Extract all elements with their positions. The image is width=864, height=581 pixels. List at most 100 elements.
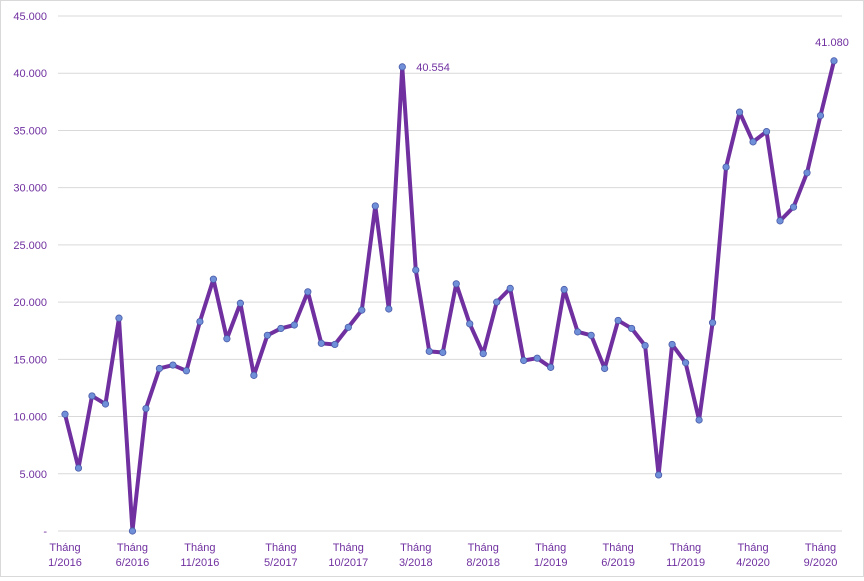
data-point xyxy=(182,367,191,375)
data-point xyxy=(735,108,744,116)
x-tick-label: Tháng 9/2020 xyxy=(804,542,838,569)
x-tick-label-line1: Tháng xyxy=(603,542,634,554)
data-point xyxy=(101,400,110,408)
data-point xyxy=(74,464,83,472)
x-tick-label-line2: 3/2018 xyxy=(399,557,433,569)
x-tick-label-line2: 1/2019 xyxy=(534,557,568,569)
gridlines xyxy=(58,15,842,532)
x-tick-label: Tháng 6/2019 xyxy=(601,542,635,569)
series-markers xyxy=(61,57,838,535)
x-tick-label-line2: 6/2019 xyxy=(601,557,635,569)
y-tick-label: 10.000 xyxy=(13,412,47,424)
data-point xyxy=(344,323,352,331)
x-tick-label-line1: Tháng xyxy=(535,542,566,554)
data-point xyxy=(695,416,703,424)
x-tick-label-line2: 5/2017 xyxy=(264,557,298,569)
data-point xyxy=(520,356,528,365)
data-point xyxy=(587,331,595,339)
x-tick-label-line1: Tháng xyxy=(468,542,499,554)
x-tick-label: Tháng 11/2019 xyxy=(666,542,705,569)
x-tick-label-line2: 9/2020 xyxy=(804,557,838,569)
data-point xyxy=(142,404,150,413)
data-point xyxy=(749,138,757,146)
series-line xyxy=(63,58,836,533)
x-tick-label: Tháng 10/2017 xyxy=(328,542,368,569)
data-point xyxy=(250,371,258,379)
x-tick-label-line1: Tháng xyxy=(117,542,148,554)
x-tick-label: Tháng 4/2020 xyxy=(736,542,770,569)
data-point xyxy=(830,57,838,65)
data-point xyxy=(776,217,784,225)
data-point xyxy=(277,324,285,333)
x-tick-label: Tháng 11/2016 xyxy=(180,542,219,569)
data-point xyxy=(155,364,164,373)
y-tick-label: 35.000 xyxy=(13,125,47,137)
x-tick-label: Tháng 1/2016 xyxy=(48,542,82,569)
x-tick-label-line2: 10/2017 xyxy=(328,557,368,569)
x-tick-label-line1: Tháng xyxy=(400,542,431,554)
data-point xyxy=(358,306,366,314)
data-point xyxy=(655,471,663,479)
data-point xyxy=(169,361,177,369)
x-tick-label: Tháng 8/2018 xyxy=(466,542,500,569)
data-point xyxy=(236,299,244,307)
data-point xyxy=(223,335,231,343)
x-tick-label-line1: Tháng xyxy=(670,542,701,554)
data-point xyxy=(466,320,474,328)
data-point xyxy=(425,347,433,355)
data-point xyxy=(789,203,798,211)
data-labels: 40.554 41.080 xyxy=(416,37,849,74)
y-tick-label: 45.000 xyxy=(13,11,47,23)
x-tick-label-line1: Tháng xyxy=(184,542,215,554)
x-tick-label-line1: Tháng xyxy=(805,542,836,554)
data-point xyxy=(574,328,582,336)
data-point xyxy=(506,284,514,292)
y-tick-label: 25.000 xyxy=(13,240,47,252)
data-label: 41.080 xyxy=(815,37,849,49)
y-tick-label: - xyxy=(43,526,47,538)
data-point xyxy=(681,359,690,367)
data-point xyxy=(560,285,568,294)
data-point xyxy=(493,298,501,306)
x-tick-label-line1: Tháng xyxy=(333,542,364,554)
x-tick-label-line2: 1/2016 xyxy=(48,557,82,569)
data-point xyxy=(722,163,730,171)
data-point xyxy=(762,127,771,136)
data-point xyxy=(668,340,676,349)
data-point xyxy=(614,316,622,325)
x-tick-label-line2: 8/2018 xyxy=(466,557,500,569)
x-axis-ticks: Tháng 1/2016 Tháng 6/2016 Tháng 11/2016 Tháng 5… xyxy=(48,542,837,569)
data-point xyxy=(628,324,636,333)
x-tick-label-line1: Tháng xyxy=(49,542,80,554)
y-tick-label: 5.000 xyxy=(19,469,47,481)
data-point xyxy=(290,321,298,329)
data-point xyxy=(196,317,204,326)
data-point xyxy=(317,339,325,347)
x-tick-label-line2: 11/2019 xyxy=(666,557,705,569)
data-point xyxy=(88,392,96,400)
x-tick-label-line2: 11/2016 xyxy=(180,557,219,569)
data-label: 40.554 xyxy=(416,62,450,74)
data-point xyxy=(547,363,555,371)
data-point xyxy=(641,341,649,350)
data-point xyxy=(263,331,271,339)
data-point xyxy=(601,364,609,373)
data-point xyxy=(412,266,420,274)
x-tick-label-line1: Tháng xyxy=(265,542,296,554)
x-tick-label: Tháng 5/2017 xyxy=(264,542,298,569)
data-point xyxy=(439,348,447,357)
y-axis-ticks: - 5.000 10.000 15.000 20.000 25.000 30.000 35.0… xyxy=(13,11,47,538)
data-point xyxy=(533,354,541,362)
data-point xyxy=(128,527,137,535)
data-point xyxy=(331,340,339,349)
data-point xyxy=(385,305,393,313)
x-tick-label: Tháng 1/2019 xyxy=(534,542,568,569)
x-tick-label-line1: Tháng xyxy=(737,542,768,554)
y-tick-label: 15.000 xyxy=(13,354,47,366)
x-tick-label-line2: 6/2016 xyxy=(116,557,150,569)
x-tick-label-line2: 4/2020 xyxy=(736,557,770,569)
data-point xyxy=(61,410,69,418)
data-point xyxy=(115,314,123,322)
